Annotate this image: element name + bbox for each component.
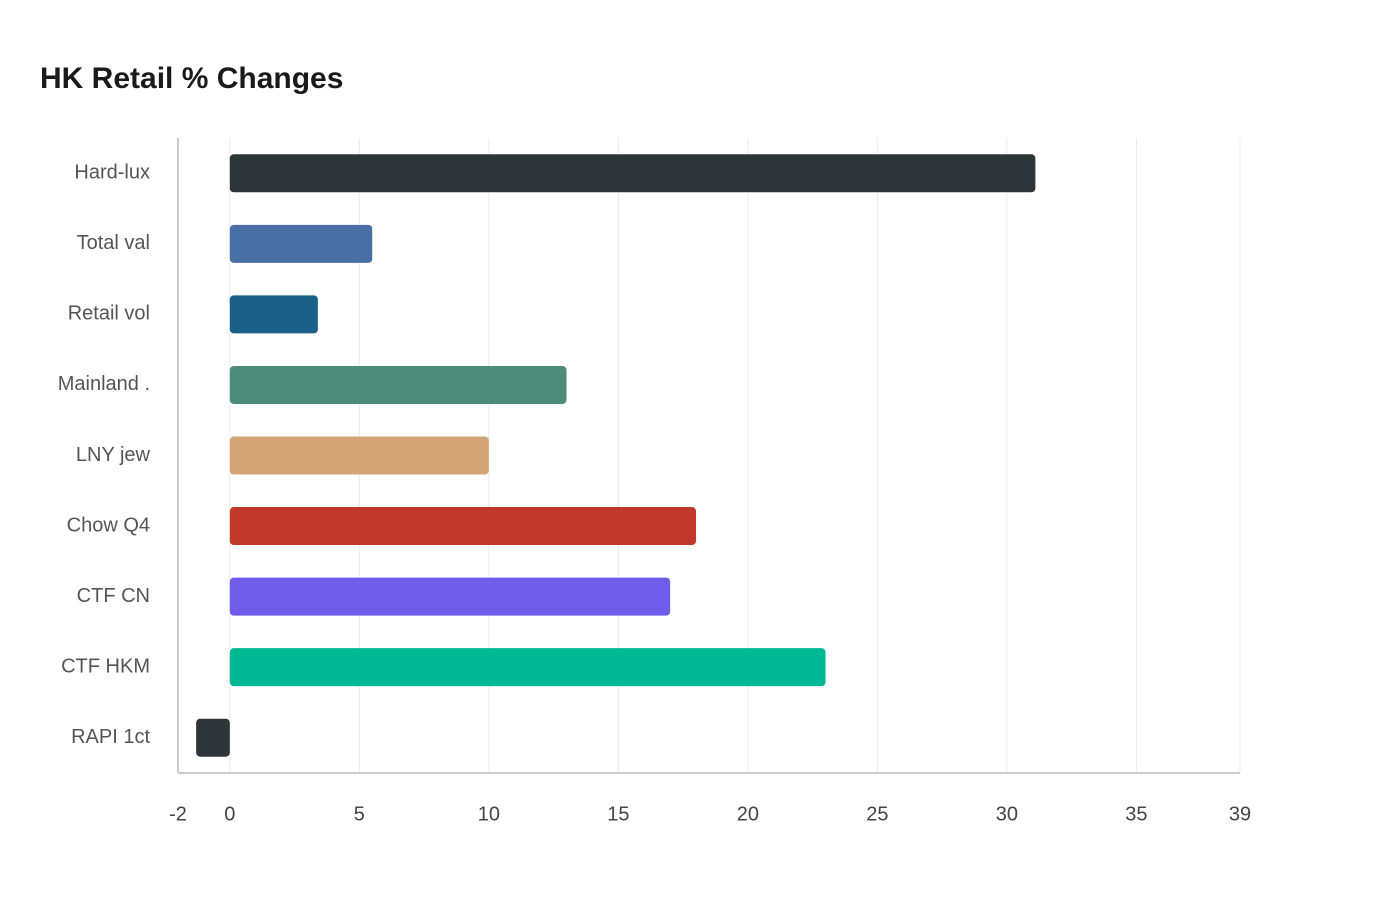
y-tick-label: CTF HKM: [61, 655, 150, 677]
x-tick-label: 15: [607, 803, 629, 825]
bar: [229, 577, 671, 616]
y-tick-label: Total val: [77, 232, 150, 254]
y-tick-label: Mainland .: [58, 373, 150, 395]
y-tick-label: Retail vol: [68, 303, 150, 325]
bar: [229, 507, 697, 546]
x-tick-label: 0: [224, 803, 235, 825]
x-tick-label: 30: [996, 803, 1018, 825]
x-tick-label: 10: [478, 803, 500, 825]
bar: [229, 436, 489, 475]
y-tick-label: Hard-lux: [74, 162, 150, 184]
bar: [229, 648, 826, 687]
bar: [229, 365, 567, 404]
y-tick-label: RAPI 1ct: [71, 726, 150, 748]
x-tick-label: 5: [354, 803, 365, 825]
y-tick-label: Chow Q4: [67, 514, 150, 536]
x-tick-label: -2: [169, 803, 187, 825]
bar: [229, 224, 373, 263]
x-tick-label: 35: [1125, 803, 1147, 825]
x-tick-label: 39: [1229, 803, 1251, 825]
y-tick-label: LNY jew: [76, 444, 151, 466]
y-tick-label: CTF CN: [77, 585, 150, 607]
bar: [229, 295, 318, 334]
bar: [229, 154, 1036, 193]
x-tick-label: 25: [866, 803, 888, 825]
bar: [196, 718, 230, 757]
x-tick-label: 20: [737, 803, 759, 825]
chart-title: HK Retail % Changes: [40, 62, 343, 95]
